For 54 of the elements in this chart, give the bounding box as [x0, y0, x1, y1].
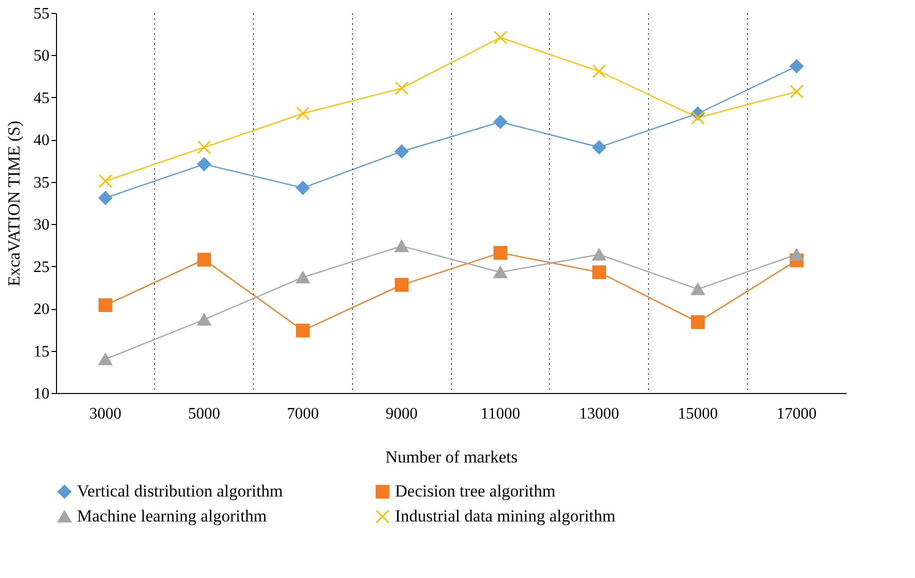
point: [790, 59, 804, 74]
y-tick-label: 45: [34, 90, 50, 107]
y-axis-title: ExcaVATION TIME (S): [4, 120, 24, 286]
point: [790, 84, 804, 98]
point: [98, 298, 112, 312]
point: [394, 81, 408, 96]
point: [592, 248, 606, 261]
x-tick-label: 3000: [89, 406, 122, 422]
point: [296, 106, 310, 120]
y-tick-label: 25: [34, 258, 50, 276]
point: [592, 140, 606, 154]
x-tick-label: 11000: [480, 406, 520, 422]
y-tick-label: 50: [34, 48, 50, 65]
x-tick-label: 5000: [188, 406, 220, 422]
x-tick-label: 17000: [776, 406, 817, 422]
point: [197, 252, 211, 266]
point: [394, 278, 408, 292]
y-tick-label: 40: [34, 132, 50, 150]
point: [394, 240, 408, 252]
y-tick-label: 15: [34, 343, 50, 360]
point: [691, 315, 705, 329]
legend-label: Industrial data mining algorithm: [395, 506, 616, 526]
legend-label: Machine learning algorithm: [77, 506, 267, 526]
point: [197, 313, 211, 326]
point: [691, 283, 705, 296]
point: [296, 324, 310, 338]
y-tick-label: 20: [34, 301, 50, 318]
x-tick-label: 13000: [579, 406, 620, 422]
point: [494, 246, 508, 260]
point: [394, 144, 408, 158]
y-tick-label: 10: [34, 386, 50, 402]
point: [98, 191, 112, 205]
point: [592, 64, 606, 78]
y-tick-label: 35: [34, 174, 50, 192]
point: [691, 110, 705, 125]
x-tick-label: 15000: [678, 406, 718, 422]
point: [296, 271, 310, 284]
x-tick-label: 9000: [386, 406, 418, 422]
point: [494, 266, 508, 278]
legend-label: Decision tree algorithm: [395, 482, 556, 501]
point: [197, 140, 211, 154]
x-tick-label: 7000: [286, 406, 319, 422]
point: [494, 30, 508, 44]
point: [494, 115, 508, 129]
point: [296, 180, 310, 195]
x-axis-title: Number of markets: [385, 448, 518, 466]
y-tick-label: 55: [34, 6, 50, 22]
point: [98, 174, 112, 188]
point: [197, 157, 211, 172]
point: [790, 248, 804, 261]
legend-label: Vertical distribution algorithm: [77, 482, 283, 501]
y-tick-label: 30: [34, 216, 50, 234]
point: [592, 265, 606, 280]
point: [98, 353, 112, 366]
